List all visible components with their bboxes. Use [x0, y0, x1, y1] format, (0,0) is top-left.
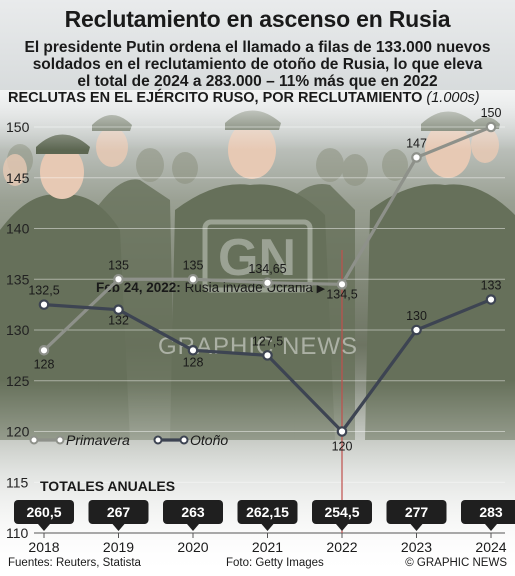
data-label-primavera: 134,65 [248, 262, 286, 276]
total-badge [312, 500, 372, 524]
data-label-otono: 133 [481, 279, 502, 293]
data-point-otono [262, 350, 273, 361]
total-badge-pointer [112, 524, 125, 531]
data-label-otono: 128 [183, 355, 204, 369]
data-label-otono: 132,5 [28, 284, 59, 298]
total-badge [237, 500, 298, 524]
data-label-primavera: 135 [108, 258, 129, 272]
subtitle-line-2: soldados en el reclutamiento de otoño de… [32, 56, 483, 73]
legend: Primavera Otoño [29, 432, 228, 448]
legend-dot [179, 435, 189, 445]
subtitle-line-1: El presidente Putin ordena el llamado a … [24, 39, 491, 56]
data-point-primavera [485, 121, 497, 133]
series-lines [38, 121, 497, 437]
data-label-primavera: 150 [481, 106, 502, 120]
total-badge-pointer [261, 524, 274, 531]
x-tick-label: 2020 [177, 539, 208, 555]
total-badge [386, 500, 447, 524]
data-label-primavera: 134,5 [326, 287, 357, 301]
legend-label-otono: Otoño [190, 432, 228, 448]
total-badge [461, 500, 515, 524]
y-tick-label: 145 [6, 170, 30, 186]
total-badge-pointer [187, 524, 199, 531]
y-tick-label: 110 [6, 525, 29, 541]
page-title: Reclutamiento en ascenso en Rusia [64, 6, 451, 32]
sources: Fuentes: Reuters, Statista [8, 557, 141, 569]
y-tick-label: 125 [6, 373, 30, 389]
total-badge [14, 500, 74, 524]
y-tick-label: 135 [6, 271, 30, 287]
data-point-primavera [187, 273, 199, 285]
data-point-primavera [411, 152, 422, 163]
chart-heading-text: RECLUTAS EN EL EJÉRCITO RUSO, POR RECLUT… [8, 90, 423, 106]
x-tick-label: 2021 [252, 539, 283, 555]
total-value: 263 [181, 504, 205, 520]
data-point-otono [113, 304, 124, 315]
total-badge [163, 500, 223, 524]
copyright: © GRAPHIC NEWS [405, 557, 507, 569]
y-tick-label: 120 [6, 424, 30, 440]
total-badge-pointer [410, 524, 423, 531]
data-point-primavera [38, 344, 50, 356]
legend-dot [29, 435, 39, 445]
x-tick-label: 2024 [475, 539, 506, 555]
data-labels: 128 135 135 134,65 134,5 147 150 132,5 132 128 127… [28, 106, 501, 454]
data-label-otono: 120 [332, 440, 353, 454]
x-tick-label: 2023 [401, 539, 432, 555]
subtitle-line-3: el total de 2024 a 283.000 – 11% más que… [77, 73, 438, 90]
total-value: 283 [479, 504, 503, 520]
data-label-otono: 130 [406, 309, 427, 323]
total-value: 254,5 [324, 504, 359, 520]
data-point-otono [485, 294, 497, 305]
x-tick-label: 2019 [103, 539, 134, 555]
data-point-otono [411, 324, 422, 336]
y-axis: 110 115 120 125 130 135 140 145 150 [6, 119, 505, 541]
total-value: 262,15 [246, 504, 289, 520]
svg-text:GN: GN [218, 229, 296, 287]
y-tick-label: 150 [6, 119, 30, 135]
total-value: 277 [405, 504, 429, 520]
legend-dot [55, 435, 65, 445]
x-tick-label: 2018 [28, 539, 59, 555]
data-point-otono [336, 426, 348, 437]
total-badge-pointer [485, 524, 497, 531]
total-value: 267 [107, 504, 131, 520]
data-label-otono: 132 [108, 314, 129, 328]
annual-totals-title: TOTALES ANUALES [40, 478, 176, 494]
photo-credit: Foto: Getty Images [226, 557, 324, 569]
y-tick-label: 115 [6, 474, 29, 490]
legend-label-primavera: Primavera [66, 432, 130, 448]
data-point-otono [38, 299, 50, 310]
data-point-primavera [262, 277, 273, 289]
annual-totals: 260,5 267 263 262,15 254,5 277 283 [14, 500, 515, 531]
data-label-primavera: 128 [34, 357, 55, 371]
total-badge [88, 500, 149, 524]
x-axis: 2018 2019 2020 2021 2022 2023 2024 [28, 533, 507, 555]
gridlines [34, 126, 505, 534]
legend-dot [153, 435, 163, 445]
data-label-otono: 127,5 [252, 334, 283, 348]
total-value: 260,5 [26, 504, 61, 520]
data-point-otono [187, 344, 199, 356]
invasion-arrow: ▶ [317, 283, 326, 295]
x-tick-label: 2022 [326, 539, 357, 555]
subtitle: El presidente Putin ordena el llamado a … [0, 39, 515, 90]
data-point-primavera [113, 273, 124, 285]
data-label-primavera: 135 [183, 258, 204, 272]
data-point-primavera [336, 279, 348, 290]
chart-heading-unit: (1.000s) [426, 90, 480, 106]
total-badge-pointer [38, 524, 50, 531]
chart-heading: RECLUTAS EN EL EJÉRCITO RUSO, POR RECLUT… [8, 90, 480, 106]
data-label-primavera: 147 [406, 136, 427, 150]
total-badge-pointer [336, 524, 348, 531]
y-tick-label: 130 [6, 322, 30, 338]
y-tick-label: 140 [6, 221, 30, 237]
